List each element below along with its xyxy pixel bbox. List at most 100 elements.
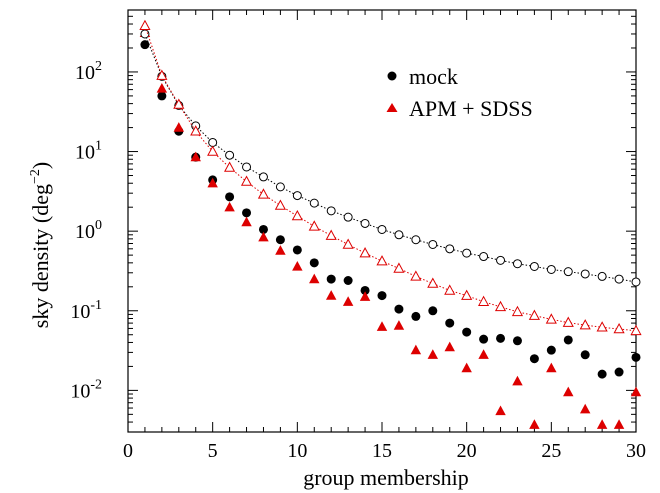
model-open-triangle-point bbox=[444, 284, 456, 295]
mock-point bbox=[140, 40, 150, 50]
y-axis-label-exponent: −2 bbox=[28, 169, 43, 184]
apm-sdss-point bbox=[224, 201, 235, 212]
legend-label-apm-sdss: APM + SDSS bbox=[409, 96, 533, 121]
x-tick-label: 25 bbox=[541, 440, 561, 462]
plot-frame bbox=[127, 9, 637, 433]
legend-marker-apm-sdss bbox=[386, 103, 398, 112]
model-open-triangle-point bbox=[308, 220, 320, 231]
mock-point bbox=[529, 354, 539, 364]
model-open-circle-point bbox=[225, 150, 235, 160]
model-open-triangle-point bbox=[630, 324, 642, 336]
apm-sdss-point bbox=[241, 216, 252, 227]
model-open-triangle-point bbox=[461, 289, 473, 300]
mock-point bbox=[343, 276, 353, 286]
y-tick-label: 101 bbox=[75, 139, 102, 164]
model-open-triangle-point bbox=[376, 255, 388, 266]
legend-label-mock: mock bbox=[409, 64, 458, 89]
model-open-circle-point bbox=[597, 271, 607, 281]
model-open-circle-point bbox=[512, 259, 522, 269]
mock-point bbox=[292, 245, 302, 255]
apm-sdss-point bbox=[613, 419, 625, 429]
mock-point bbox=[614, 367, 624, 377]
model-open-triangle-point bbox=[291, 209, 303, 221]
mock-point bbox=[479, 334, 489, 344]
x-tick-label: 5 bbox=[208, 440, 218, 462]
apm-sdss-point bbox=[207, 177, 218, 188]
apm-sdss-point bbox=[529, 419, 540, 429]
mock-point bbox=[377, 291, 387, 301]
apm-sdss-point bbox=[342, 296, 354, 306]
model-open-triangle-point bbox=[478, 295, 490, 306]
mock-point bbox=[445, 318, 455, 328]
mock-point bbox=[512, 336, 522, 346]
mock-point bbox=[580, 350, 590, 360]
model-open-triangle-point bbox=[274, 199, 286, 210]
model-open-circle-point bbox=[445, 244, 455, 254]
model-open-circle-point bbox=[377, 224, 387, 234]
mock-point bbox=[242, 208, 252, 218]
model-open-circle-point bbox=[343, 212, 353, 222]
model-open-circle-point bbox=[394, 230, 404, 240]
mock-point bbox=[411, 311, 421, 321]
model-open-circle-point bbox=[614, 274, 624, 284]
model-open-triangle-point bbox=[410, 270, 422, 281]
x-tick-label: 20 bbox=[457, 440, 477, 462]
model-open-triangle-point bbox=[240, 175, 253, 186]
model-open-circle-point bbox=[242, 162, 252, 172]
apm-sdss-point bbox=[495, 405, 506, 416]
apm-sdss-point bbox=[258, 231, 269, 242]
apm-sdss-point bbox=[478, 349, 489, 359]
model-open-triangle-point bbox=[224, 161, 236, 172]
apm-sdss-point bbox=[427, 349, 439, 359]
model-open-circle-point bbox=[411, 235, 421, 245]
series-3-line bbox=[144, 25, 637, 332]
mock-point bbox=[258, 224, 268, 234]
apm-sdss-point bbox=[376, 321, 388, 331]
x-tick-label: 30 bbox=[626, 440, 646, 462]
mock-point bbox=[597, 369, 607, 379]
mock-point bbox=[563, 335, 573, 345]
y-tick-label: 100 bbox=[75, 218, 102, 243]
apm-sdss-point bbox=[630, 386, 642, 397]
apm-sdss-point bbox=[461, 362, 472, 373]
apm-sdss-point bbox=[563, 386, 574, 397]
model-open-circle-point bbox=[479, 252, 489, 262]
y-axis-label-close: ) bbox=[28, 162, 53, 169]
mock-point bbox=[496, 333, 506, 343]
model-open-triangle-point bbox=[173, 98, 185, 109]
mock-point bbox=[462, 327, 472, 337]
model-open-triangle-point bbox=[207, 145, 219, 156]
legend: mock APM + SDSS bbox=[386, 64, 533, 121]
model-open-circle-point bbox=[580, 269, 590, 279]
model-open-circle-point bbox=[258, 172, 268, 182]
apm-sdss-point bbox=[156, 82, 168, 93]
x-tick-label: 0 bbox=[123, 440, 133, 462]
model-open-circle-point bbox=[563, 267, 573, 277]
mock-point bbox=[326, 274, 336, 284]
mock-point bbox=[428, 306, 438, 316]
y-tick-label: 10-2 bbox=[70, 377, 102, 402]
model-open-triangle-point bbox=[494, 300, 507, 312]
y-axis-label: sky density (deg−2) bbox=[28, 162, 53, 328]
mock-point bbox=[157, 91, 167, 101]
model-open-circle-point bbox=[326, 206, 336, 216]
apm-sdss-point bbox=[393, 320, 405, 330]
mock-point bbox=[360, 285, 370, 295]
y-tick-label: 102 bbox=[75, 59, 102, 84]
y-tick-label: 10-1 bbox=[70, 298, 102, 323]
model-open-circle-point bbox=[546, 264, 556, 274]
mock-point bbox=[275, 235, 285, 245]
mock-point bbox=[546, 345, 556, 355]
model-open-circle-point bbox=[360, 218, 370, 228]
plot-area: 0 5 10 15 20 25 30 102 101 100 10-1 10-2 bbox=[70, 9, 646, 462]
x-tick-label: 10 bbox=[287, 440, 307, 462]
model-open-circle-point bbox=[292, 191, 302, 201]
series-2-line bbox=[144, 33, 637, 283]
mock-point bbox=[631, 352, 641, 362]
model-open-circle-point bbox=[496, 255, 506, 265]
model-open-triangle-point bbox=[156, 69, 168, 80]
model-open-triangle-point bbox=[325, 229, 337, 240]
model-open-triangle-point bbox=[562, 316, 574, 327]
model-open-circle-point bbox=[208, 137, 218, 147]
apm-sdss-point bbox=[410, 344, 422, 355]
